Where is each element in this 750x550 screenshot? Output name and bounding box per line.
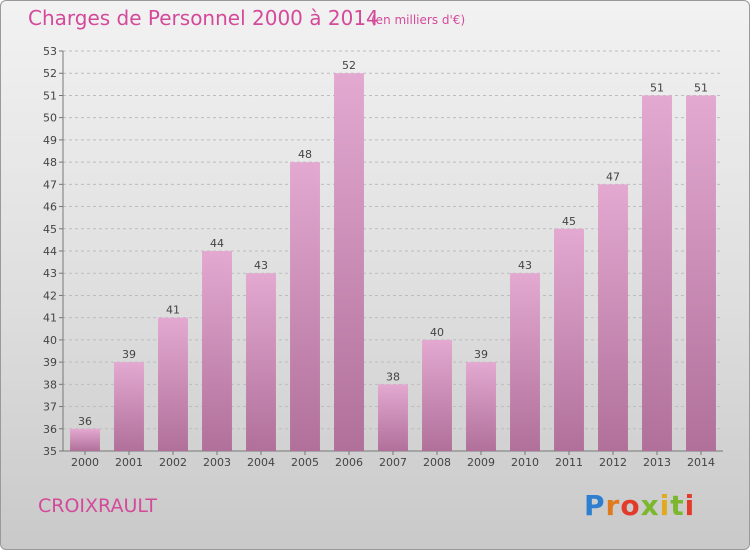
y-tick-label: 42 [43,289,57,302]
x-tick-label: 2009 [467,456,495,469]
x-tick-label: 2008 [423,456,451,469]
x-tick-label: 2004 [247,456,275,469]
bar-value-label: 48 [298,148,312,161]
bar-2005 [290,162,320,451]
bar-2001 [114,362,144,451]
bar-2014 [686,95,716,451]
proxiti-logo: Proxiti [584,489,696,522]
commune-name: CROIXRAULT [38,495,157,517]
y-tick-label: 38 [43,378,57,391]
x-tick-label: 2006 [335,456,363,469]
bar-2006 [334,73,364,451]
y-tick-label: 44 [43,245,57,258]
chart-title: Charges de Personnel 2000 à 2014 [28,6,379,30]
y-tick-label: 50 [43,112,57,125]
chart-unit: (en milliers d'€) [371,13,466,27]
x-tick-label: 2005 [291,456,319,469]
bar-value-label: 51 [650,81,664,94]
bar-2007 [378,384,408,451]
bar-value-label: 38 [386,370,400,383]
bar-value-label: 45 [562,215,576,228]
x-tick-label: 2013 [643,456,671,469]
y-tick-label: 43 [43,267,57,280]
y-tick-label: 41 [43,312,57,325]
x-tick-label: 2001 [115,456,143,469]
bar-2000 [70,428,100,451]
bar-2011 [554,228,584,451]
y-tick-label: 40 [43,334,57,347]
y-tick-label: 48 [43,156,57,169]
bar-2003 [202,251,232,451]
x-tick-label: 2010 [511,456,539,469]
bar-value-label: 47 [606,170,620,183]
x-tick-label: 2011 [555,456,583,469]
bar-2008 [422,339,452,451]
y-tick-label: 51 [43,89,57,102]
bar-value-label: 44 [210,237,224,250]
bar-value-label: 51 [694,81,708,94]
x-tick-label: 2007 [379,456,407,469]
y-tick-label: 46 [43,201,57,214]
y-tick-label: 47 [43,178,57,191]
bar-2012 [598,184,628,452]
x-tick-label: 2003 [203,456,231,469]
bar-value-label: 52 [342,59,356,72]
bar-2013 [642,95,672,451]
y-tick-label: 36 [43,423,57,436]
bar-value-label: 43 [518,259,532,272]
bar-2010 [510,273,540,451]
bar-value-label: 39 [474,348,488,361]
bar-2004 [246,273,276,451]
y-tick-label: 39 [43,356,57,369]
y-tick-label: 35 [43,445,57,458]
bar-value-label: 39 [122,348,136,361]
bar-value-label: 36 [78,415,92,428]
y-tick-label: 49 [43,134,57,147]
y-tick-label: 45 [43,223,57,236]
y-tick-label: 53 [43,45,57,58]
bar-value-label: 43 [254,259,268,272]
bar-2002 [158,317,188,451]
bar-value-label: 40 [430,326,444,339]
x-tick-label: 2002 [159,456,187,469]
x-tick-label: 2012 [599,456,627,469]
x-tick-label: 2000 [71,456,99,469]
bar-2009 [466,362,496,451]
x-tick-label: 2014 [687,456,715,469]
bar-value-label: 41 [166,304,180,317]
y-tick-label: 37 [43,401,57,414]
y-tick-label: 52 [43,67,57,80]
